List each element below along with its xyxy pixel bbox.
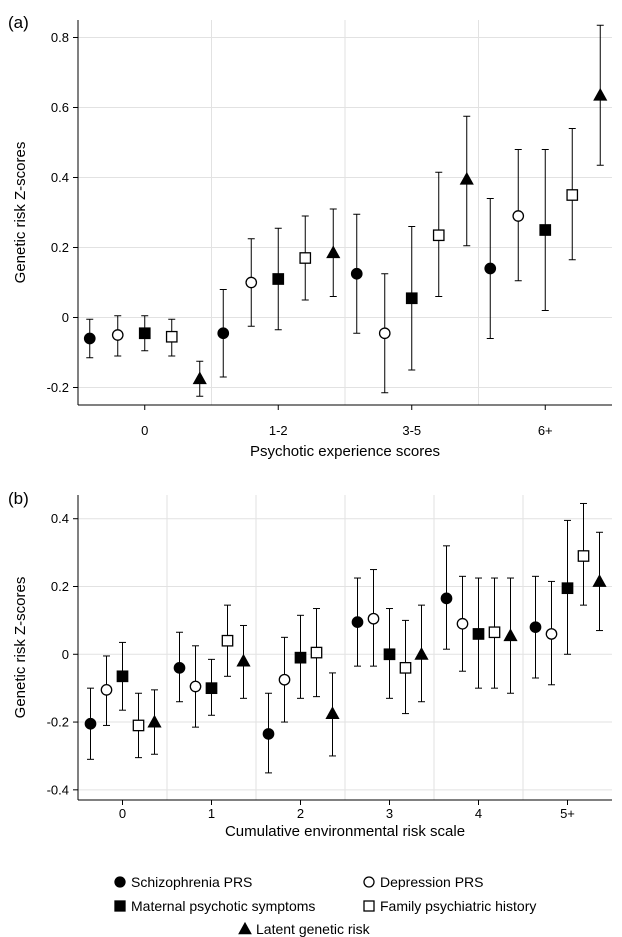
data-point [262,728,275,740]
chart-panel-b: -0.4 -0.2 0 0.2 0.4 0 1 2 3 4 5+ Cumulative environ… [8,489,612,840]
data-point [592,574,607,587]
x-tick-label: 0 [119,806,126,821]
data-point [529,621,542,634]
data-point [205,682,218,695]
data-point [414,646,429,660]
y-tick-label: 0.4 [51,511,69,526]
legend-label: Family psychiatric history [380,898,536,914]
y-tick-label: 0 [62,310,69,325]
data-point [512,210,525,222]
data-point [484,262,497,275]
legend-marker [363,900,375,912]
data-point [165,330,178,343]
data-point [488,626,501,639]
y-tick-label: 0.8 [51,30,69,45]
x-tick-label: 4 [475,806,482,821]
panel-label: (b) [8,489,29,508]
y-tick-label: 0.6 [51,100,69,115]
legend-label: Latent genetic risk [256,921,371,937]
data-point [116,670,129,683]
data-point [310,646,323,659]
legend-item: Latent genetic risk [238,921,371,937]
data-point [577,550,590,562]
data-point [472,628,485,640]
data-point [100,684,113,696]
data-point [456,617,469,630]
data-point [350,267,363,280]
y-tick-label: 0.2 [51,579,69,594]
x-tick-label: 2 [297,806,304,821]
data-point [217,327,230,340]
y-tick-label: 0.4 [51,170,69,185]
data-point [245,276,258,289]
data-point [593,87,608,101]
y-tick-label: 0 [62,647,69,662]
data-point [173,661,186,674]
y-tick-label: -0.2 [47,380,69,395]
y-tick-label: -0.2 [47,715,69,730]
y-tick-label: 0.2 [51,240,69,255]
x-tick-label: 3 [386,806,393,821]
x-tick-label: 1 [208,806,215,821]
data-point [192,371,207,385]
data-point [367,612,380,625]
data-point [566,189,579,201]
x-tick-label: 3-5 [402,423,421,438]
x-tick-label: 1-2 [269,423,288,438]
x-tick-label: 6+ [538,423,553,438]
legend-item: Family psychiatric history [363,898,536,914]
legend-label: Schizophrenia PRS [131,874,252,890]
data-point [84,717,97,730]
x-tick-label: 0 [141,423,148,438]
data-point [399,661,412,674]
data-point [83,332,96,345]
data-point [383,648,396,661]
data-point [189,680,202,693]
data-point [561,582,574,595]
data-point [236,653,251,667]
x-axis-title: Cumulative environmental risk scale [225,823,465,840]
data-point [111,329,124,341]
x-tick-label: 5+ [560,806,575,821]
chart-panel-a: -0.2 0 0.2 0.4 0.6 0.8 0 1-2 3-5 6+ Psychotic expe… [8,13,612,460]
data-point [545,628,558,640]
legend-marker [363,876,375,888]
x-axis-title: Psychotic experience scores [250,443,440,460]
legend-marker [114,876,126,888]
panel-label: (a) [8,13,29,32]
y-tick-label: -0.4 [47,782,69,797]
y-axis-title: Genetic risk Z-scores [12,142,29,284]
data-point [405,292,418,305]
data-point [294,651,307,664]
legend-marker [114,900,126,912]
legend-item: Schizophrenia PRS [114,874,252,890]
legend-label: Depression PRS [380,874,484,890]
data-point [432,229,445,242]
data-point [459,171,474,185]
data-point [138,327,151,340]
data-point [351,616,364,628]
data-point [147,714,162,728]
data-point [503,628,518,642]
legend: Schizophrenia PRS Depression PRS Maternal … [114,874,536,937]
data-point [299,252,312,264]
data-point [272,273,285,285]
data-point [278,673,291,686]
data-point [132,719,145,732]
legend-item: Depression PRS [363,874,484,890]
data-point [326,245,341,259]
data-point [440,592,453,605]
data-point [539,224,552,236]
legend-marker [238,921,252,935]
data-point [221,634,234,647]
legend-item: Maternal psychotic symptoms [114,898,315,914]
y-axis-title: Genetic risk Z-scores [12,577,29,719]
data-point [325,706,340,720]
data-point [378,327,391,340]
legend-label: Maternal psychotic symptoms [131,898,315,914]
